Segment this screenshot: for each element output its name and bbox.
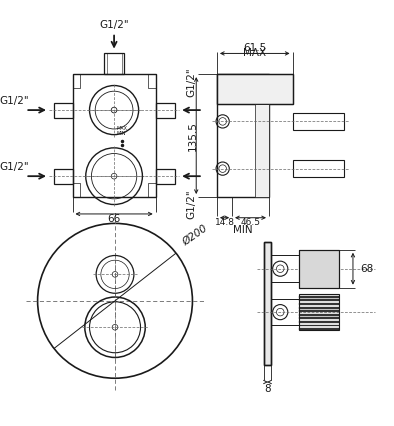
Bar <box>148 183 156 197</box>
Text: G1/2": G1/2" <box>186 190 197 219</box>
Text: 135.5: 135.5 <box>188 121 197 150</box>
Bar <box>271 256 299 282</box>
Text: MIN: MIN <box>233 225 253 235</box>
Text: G1/2": G1/2" <box>0 162 29 172</box>
Text: 46.5: 46.5 <box>240 218 260 227</box>
Bar <box>54 103 72 118</box>
Bar <box>299 325 339 326</box>
Bar <box>54 169 72 184</box>
Bar <box>292 113 344 130</box>
Bar <box>156 169 175 184</box>
Bar <box>299 321 339 323</box>
Text: 68: 68 <box>361 264 374 274</box>
Bar <box>271 299 299 325</box>
Text: 8: 8 <box>264 384 271 394</box>
Text: 66: 66 <box>108 214 121 224</box>
Bar <box>255 104 269 197</box>
Bar <box>264 242 271 365</box>
Text: G1/2": G1/2" <box>99 20 129 30</box>
Bar <box>217 74 292 104</box>
Bar <box>156 103 175 118</box>
Bar <box>217 74 269 197</box>
Bar <box>299 299 339 301</box>
Text: G1/2": G1/2" <box>186 67 197 97</box>
Bar <box>299 328 339 330</box>
Bar <box>72 74 80 88</box>
Bar <box>72 183 80 197</box>
Text: 61.5: 61.5 <box>243 43 266 53</box>
Text: 14.8: 14.8 <box>215 218 234 227</box>
Bar <box>217 74 292 104</box>
Bar <box>299 314 339 316</box>
Text: G1/2": G1/2" <box>0 96 29 106</box>
Bar <box>299 250 339 288</box>
Bar <box>299 317 339 320</box>
Text: MAX: MAX <box>243 49 266 58</box>
Bar <box>299 310 339 312</box>
Bar <box>148 74 156 88</box>
Bar <box>299 250 339 288</box>
Bar <box>264 242 271 365</box>
Text: MIN: MIN <box>117 131 126 136</box>
Bar <box>292 160 344 177</box>
Bar <box>299 294 339 330</box>
Text: MAX: MAX <box>117 127 128 132</box>
Bar <box>299 303 339 305</box>
Bar <box>104 53 125 74</box>
Bar <box>72 74 156 197</box>
Text: Ø200: Ø200 <box>181 223 210 248</box>
Bar <box>299 307 339 308</box>
Bar <box>299 296 339 298</box>
